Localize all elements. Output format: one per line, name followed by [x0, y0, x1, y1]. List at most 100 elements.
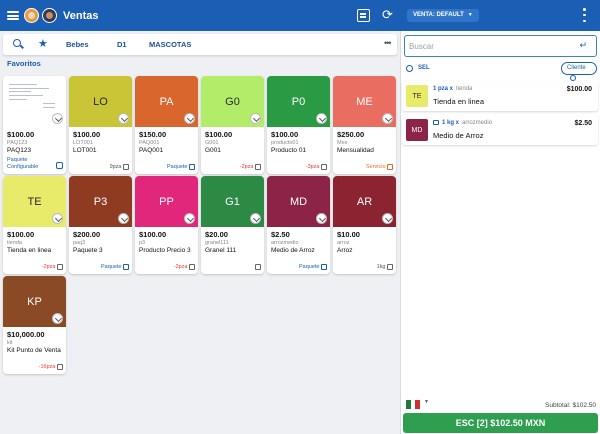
- product-card[interactable]: KP $10,000.00 kit Kit Punto de Venta -16pza: [3, 276, 66, 374]
- tab-mascotas[interactable]: MASCOTAS: [149, 40, 192, 49]
- configurable-package-label: Paquete Configurable: [7, 157, 39, 170]
- stock-badge: -2pza: [240, 164, 261, 170]
- stock-text: Paquete: [167, 164, 188, 170]
- box-icon: [57, 364, 63, 370]
- expand-chevron-icon[interactable]: [52, 113, 63, 124]
- product-card[interactable]: LO $100.00 LOT001 LOT001 9pza: [69, 76, 132, 174]
- cart-item-amount: $100.00: [566, 86, 592, 93]
- stock-badge: Paquete: [299, 264, 327, 270]
- stock-text: Paquete: [101, 264, 122, 270]
- product-initials: P0: [291, 95, 306, 108]
- selection-row: SEL Cliente: [404, 62, 597, 81]
- tab-d1[interactable]: D1: [117, 40, 127, 49]
- product-card[interactable]: G0 $100.00 G001 G001 -2pza: [201, 76, 264, 174]
- product-name: LOT001: [73, 147, 97, 154]
- stock-badge: -2pza: [42, 264, 63, 270]
- subtotal-value: $102.50: [572, 402, 597, 409]
- more-vert-icon[interactable]: [582, 8, 587, 22]
- product-initials: TE: [27, 195, 42, 208]
- product-price: $100.00: [73, 130, 101, 139]
- enter-icon[interactable]: ↵: [579, 41, 587, 51]
- cliente-button[interactable]: Cliente: [561, 62, 597, 81]
- more-horiz-icon[interactable]: •••: [384, 38, 392, 48]
- expand-chevron-icon[interactable]: [52, 313, 63, 324]
- scan-icon[interactable]: [357, 9, 370, 22]
- product-card[interactable]: $100.00 PAQ123 PAQ123 Paquete Configurable: [3, 76, 66, 174]
- cart-line[interactable]: TE 1 pza x tienda Tienda en linea $100.00: [402, 81, 598, 111]
- product-initials: LO: [93, 95, 108, 108]
- avatar[interactable]: [42, 8, 57, 23]
- chevron-down-icon: ▼: [467, 12, 473, 18]
- product-card[interactable]: MD $2.50 arrozmedio Medio de Arroz Paquete: [267, 176, 330, 274]
- expand-chevron-icon[interactable]: [250, 213, 261, 224]
- box-icon: [321, 264, 327, 270]
- product-thumbnail: PP: [135, 176, 198, 227]
- expand-chevron-icon[interactable]: [184, 213, 195, 224]
- product-thumbnail: KP: [3, 276, 66, 327]
- venta-selector[interactable]: VENTA: DEFAULT ▼: [407, 9, 479, 22]
- select-radio[interactable]: [406, 65, 413, 72]
- product-price: $100.00: [7, 130, 35, 139]
- expand-chevron-icon[interactable]: [382, 213, 393, 224]
- stock-text: Servicio: [365, 164, 386, 170]
- stock-badge: 9pza: [110, 164, 129, 170]
- box-icon: [189, 164, 195, 170]
- chevron-down-icon[interactable]: ▼: [424, 399, 429, 405]
- product-initials: AR: [356, 195, 373, 208]
- cart-item-thumbnail: TE: [406, 85, 428, 107]
- product-code: granel111: [205, 240, 229, 246]
- stock-badge: -16pza: [39, 364, 63, 370]
- package-icon: [433, 120, 439, 125]
- product-thumbnail: PA: [135, 76, 198, 127]
- expand-chevron-icon[interactable]: [250, 113, 261, 124]
- tab-bebes[interactable]: Bebes: [66, 40, 89, 49]
- expand-chevron-icon[interactable]: [118, 113, 129, 124]
- product-card[interactable]: PP $100.00 p3 Producto Precio 3 -2pza: [135, 176, 198, 274]
- avatar[interactable]: [24, 8, 39, 23]
- box-icon: [189, 264, 195, 270]
- product-name: Producto Precio 3: [139, 247, 191, 254]
- expand-chevron-icon[interactable]: [316, 113, 327, 124]
- product-card[interactable]: PA $150.00 PAQ001 PAQ001 Paquete: [135, 76, 198, 174]
- product-code: arrozmedio: [271, 240, 299, 246]
- product-card[interactable]: ME $250.00 Mes Mensualidad Servicio: [333, 76, 396, 174]
- star-icon[interactable]: ★: [38, 37, 48, 50]
- expand-chevron-icon[interactable]: [184, 113, 195, 124]
- product-card[interactable]: P3 $200.00 paq3 Paquete 3 Paquete: [69, 176, 132, 274]
- product-price: $10,000.00: [7, 330, 45, 339]
- search-icon[interactable]: [13, 39, 21, 47]
- product-initials: PP: [159, 195, 174, 208]
- product-initials: PA: [159, 95, 174, 108]
- venta-label: VENTA: DEFAULT: [413, 12, 464, 18]
- product-price: $2.50: [271, 230, 290, 239]
- box-icon: [123, 164, 129, 170]
- search-input[interactable]: [409, 39, 569, 53]
- product-name: G001: [205, 147, 221, 154]
- product-thumbnail: P3: [69, 176, 132, 227]
- expand-chevron-icon[interactable]: [52, 213, 63, 224]
- stock-text: -3pza: [305, 164, 320, 170]
- stock-badge: -2pza: [174, 264, 195, 270]
- mexico-flag-icon[interactable]: [406, 400, 421, 409]
- product-initials: P3: [93, 195, 108, 208]
- product-card[interactable]: G1 $20.00 granel111 Granel 111: [201, 176, 264, 274]
- cart-item-name: Medio de Arroz: [433, 131, 484, 140]
- pay-button[interactable]: ESC [2] $102.50 MXN: [403, 413, 598, 433]
- menu-icon[interactable]: [7, 11, 19, 20]
- expand-chevron-icon[interactable]: [382, 113, 393, 124]
- product-name: Mensualidad: [337, 147, 374, 154]
- product-card[interactable]: AR $10.00 arroz Arroz 1kg: [333, 176, 396, 274]
- cart-item-name: Tienda en linea: [433, 97, 485, 106]
- product-card[interactable]: TE $100.00 tienda Tienda en linea -2pza: [3, 176, 66, 274]
- cart-line[interactable]: MD 1 kg x arrozmedio Medio de Arroz $2.50: [402, 115, 598, 145]
- product-price: $100.00: [205, 130, 233, 139]
- product-card[interactable]: P0 $100.00 producto01 Producto 01 -3pza: [267, 76, 330, 174]
- expand-chevron-icon[interactable]: [118, 213, 129, 224]
- box-icon: [255, 164, 261, 170]
- sync-icon[interactable]: ⟳: [382, 8, 393, 23]
- expand-chevron-icon[interactable]: [316, 213, 327, 224]
- product-name: Medio de Arroz: [271, 247, 315, 254]
- product-price: $10.00: [337, 230, 360, 239]
- stock-text: Paquete: [299, 264, 320, 270]
